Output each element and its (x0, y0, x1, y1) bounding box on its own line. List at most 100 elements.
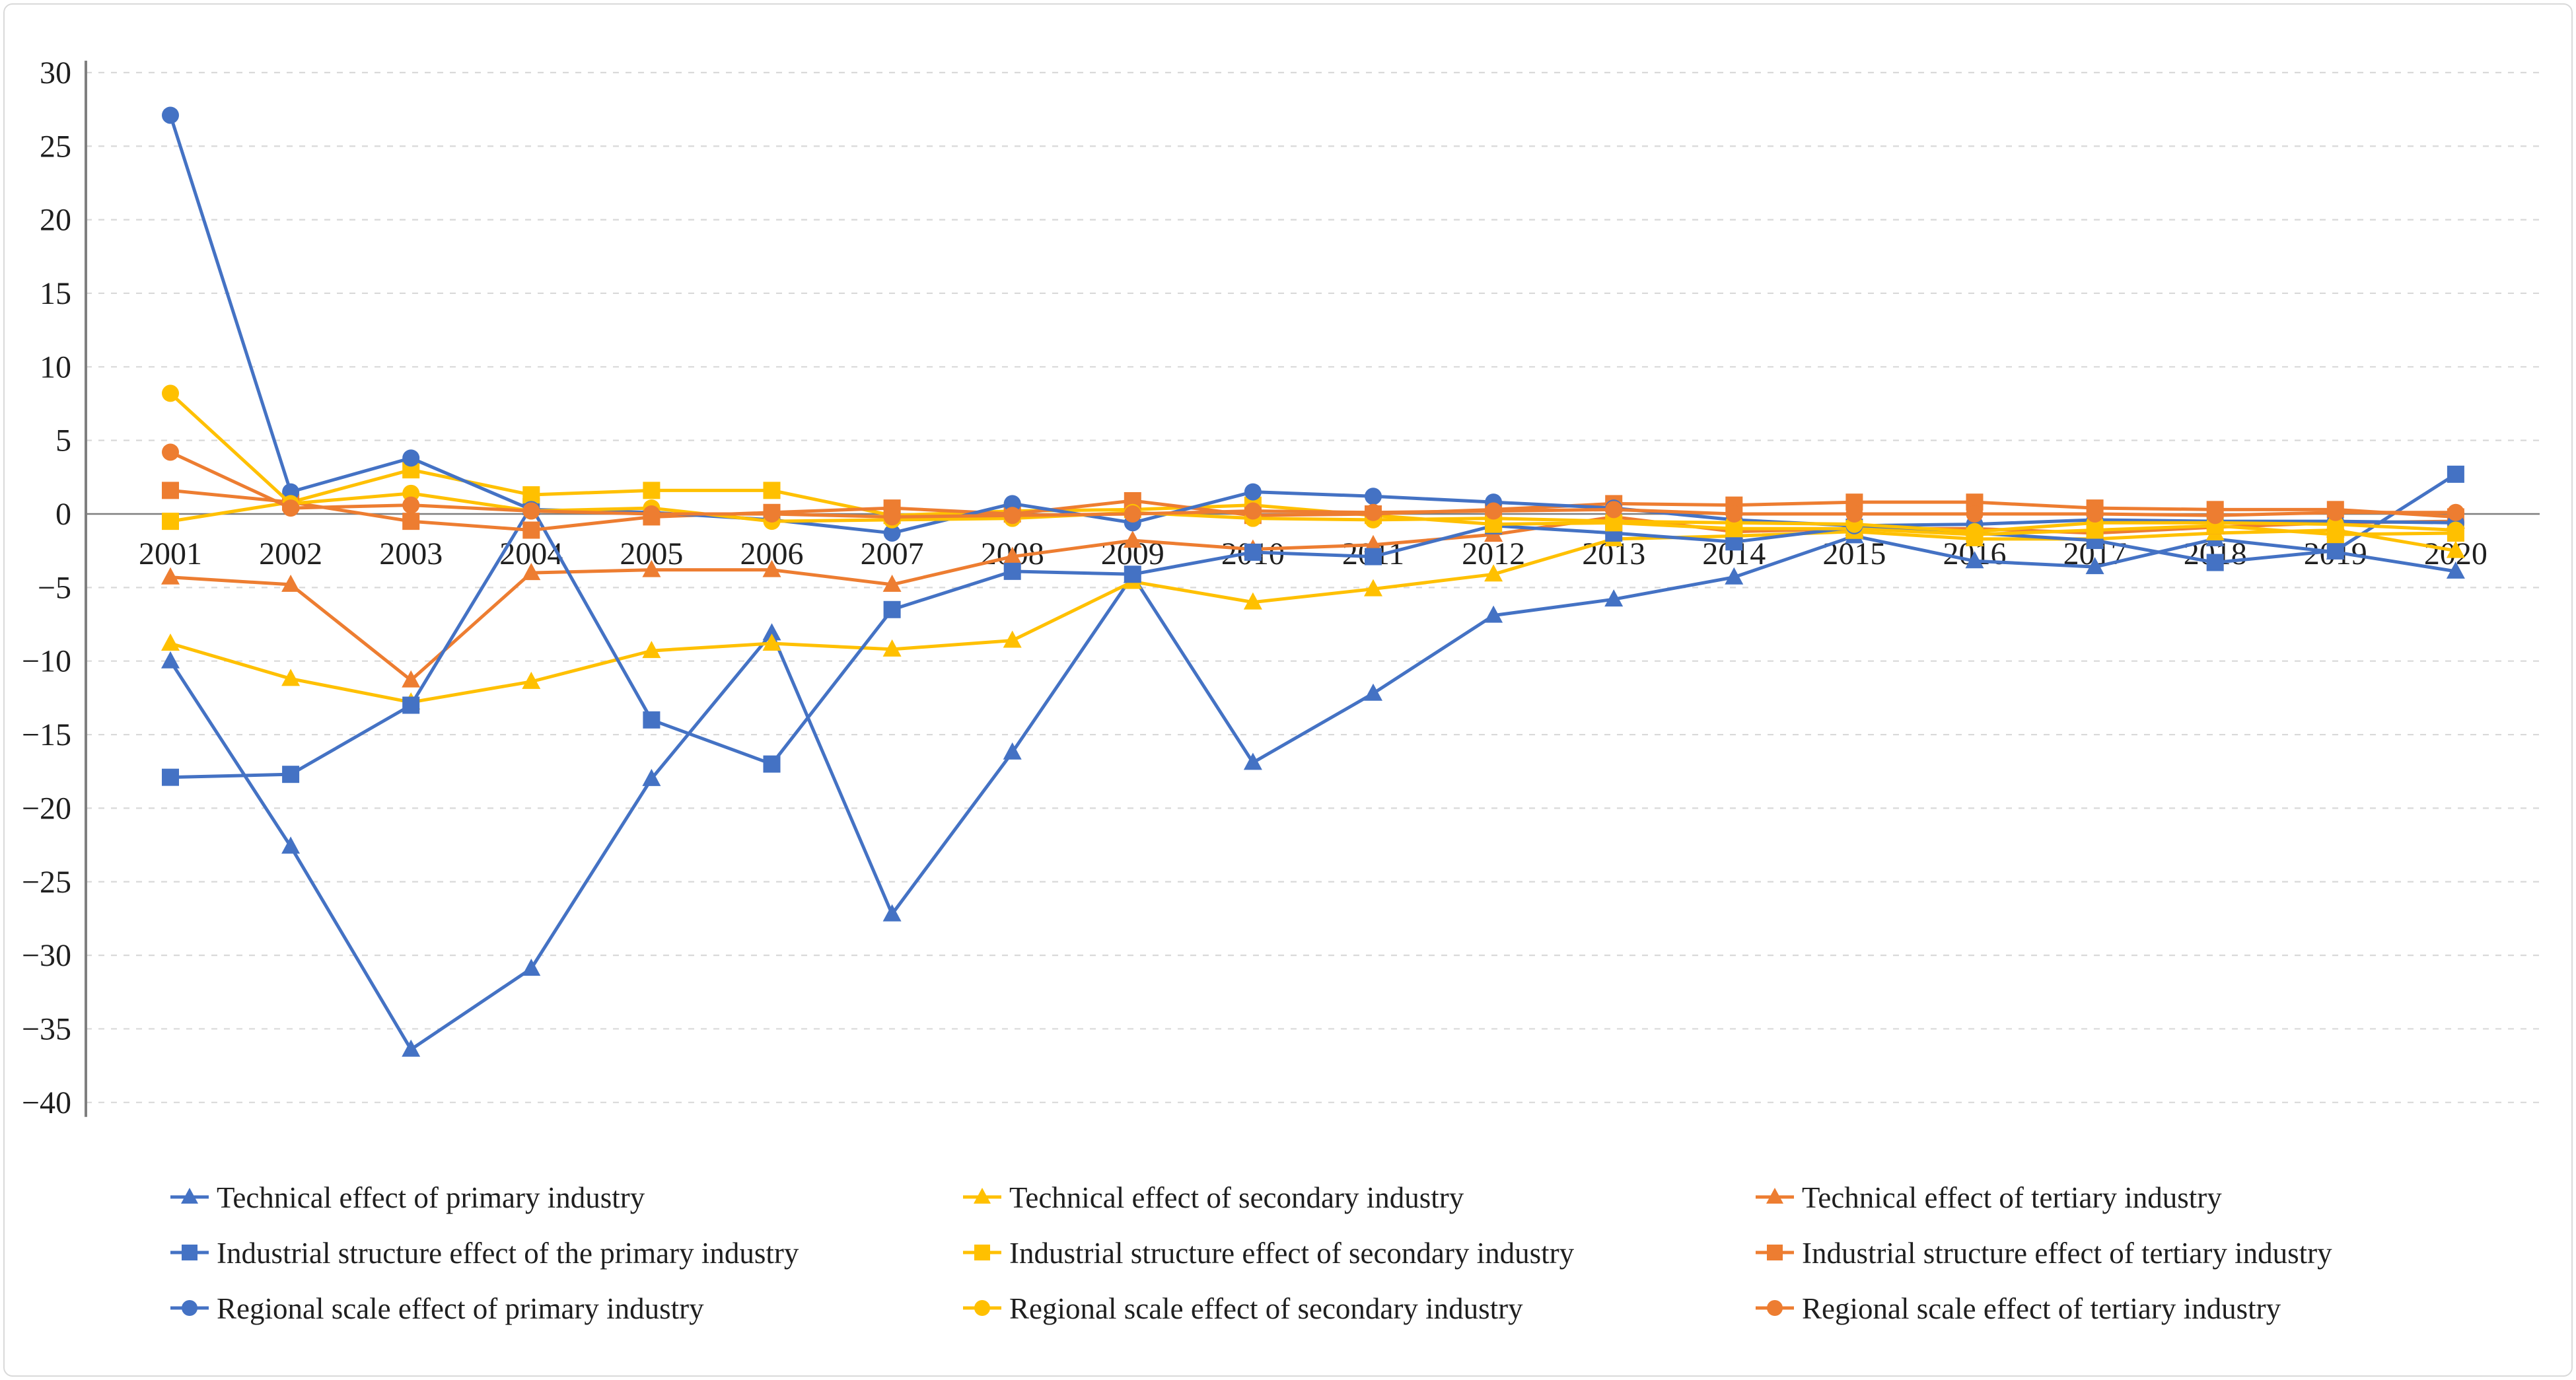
square-marker (643, 711, 661, 729)
circle-marker (2086, 505, 2104, 523)
circle-marker-icon (182, 1300, 197, 1316)
triangle-marker (2446, 540, 2465, 558)
circle-marker (1966, 505, 1984, 523)
series-line (168, 113, 2458, 535)
circle-marker (522, 502, 540, 520)
circle-marker (1124, 505, 1141, 523)
legend-label: Technical effect of tertiary industry (1802, 1181, 2222, 1214)
triangle-marker (762, 623, 781, 641)
series-industrial-structure-effect-of-secondary-industry (162, 461, 2464, 544)
square-marker (2326, 542, 2344, 560)
circle-marker (1365, 488, 1382, 505)
y-axis-label: 0 (55, 497, 71, 532)
y-axis-label: 15 (40, 276, 71, 311)
legend-item: Regional scale effect of secondary indus… (963, 1292, 1523, 1325)
square-marker (1365, 548, 1382, 565)
triangle-marker (522, 563, 541, 581)
square-marker (1124, 565, 1141, 583)
square-marker (2206, 554, 2224, 571)
x-axis-label: 2002 (259, 536, 322, 571)
triangle-marker (1243, 592, 1262, 610)
triangle-marker (161, 651, 180, 669)
circle-marker (1966, 523, 1984, 540)
triangle-marker (1364, 683, 1382, 701)
triangle-marker (522, 671, 541, 689)
legend-item: Industrial structure effect of secondary… (963, 1237, 1575, 1270)
circle-marker (402, 496, 420, 514)
legend-label: Industrial structure effect of the prima… (217, 1237, 799, 1270)
triangle-marker (402, 670, 421, 688)
legend-item: Industrial structure effect of the prima… (170, 1237, 799, 1270)
circle-marker (1003, 507, 1021, 525)
triangle-marker (762, 560, 781, 577)
circle-marker (162, 384, 179, 402)
series-line (168, 450, 2458, 519)
y-axis-label: 10 (40, 349, 71, 384)
circle-marker (282, 499, 300, 517)
y-axis-label: 25 (40, 129, 71, 164)
y-axis-label: −15 (22, 717, 71, 752)
legend-label: Technical effect of secondary industry (1009, 1181, 1464, 1214)
triangle-marker (642, 560, 661, 577)
circle-marker (2206, 507, 2224, 525)
series-regional-scale-effect-of-tertiary-industry (162, 443, 2464, 526)
legend-label: Technical effect of primary industry (217, 1181, 645, 1214)
square-marker (522, 521, 540, 539)
triangle-marker-icon (1766, 1188, 1783, 1204)
square-marker (1244, 543, 1262, 561)
x-axis-label: 2007 (861, 536, 924, 571)
legend-item: Regional scale effect of tertiary indust… (1756, 1292, 2281, 1325)
triangle-marker (882, 904, 902, 922)
circle-marker (1605, 513, 1623, 530)
circle-marker (643, 505, 661, 523)
x-axis-label: 2001 (139, 536, 202, 571)
series-line (168, 472, 2458, 780)
square-marker-icon (182, 1245, 197, 1260)
circle-marker (1003, 495, 1021, 513)
triangle-marker (642, 768, 661, 786)
y-axis-label: 5 (55, 423, 71, 458)
triangle-marker (882, 574, 902, 592)
legend-label: Regional scale effect of primary industr… (217, 1292, 704, 1325)
triangle-marker (1123, 530, 1142, 548)
square-marker (2447, 465, 2464, 483)
series-technical-effect-of-primary-industry (161, 526, 2465, 1057)
square-marker (763, 482, 781, 499)
triangle-marker (2446, 561, 2465, 579)
series-line (168, 534, 2458, 1052)
triangle-marker (1003, 630, 1022, 648)
circle-marker (402, 484, 420, 502)
y-axis-label: −35 (22, 1011, 71, 1046)
triangle-marker (281, 574, 301, 592)
circle-marker (162, 106, 179, 124)
circle-marker (162, 443, 179, 461)
legend-item: Industrial structure effect of tertiary … (1756, 1237, 2332, 1270)
y-axis-label: −30 (22, 938, 71, 973)
triangle-marker (1965, 551, 1984, 569)
series-regional-scale-effect-of-secondary-industry (162, 384, 2464, 540)
triangle-marker (1484, 564, 1503, 582)
square-marker (402, 513, 420, 530)
circle-marker (1725, 505, 1743, 523)
circle-marker (883, 524, 901, 542)
y-axis-label: 30 (40, 55, 71, 91)
circle-marker-icon (974, 1300, 990, 1316)
triangle-marker (522, 959, 541, 976)
square-marker (162, 482, 179, 499)
square-marker (1003, 562, 1021, 580)
triangle-marker (1364, 579, 1382, 597)
circle-marker (402, 449, 420, 467)
triangle-marker (1003, 546, 1022, 564)
triangle-marker (762, 633, 781, 651)
triangle-marker (161, 567, 180, 585)
circle-marker (2326, 503, 2344, 521)
series-line (168, 488, 2458, 532)
triangle-marker (1725, 567, 1744, 585)
circle-marker (1605, 501, 1623, 519)
square-marker (643, 482, 661, 499)
circle-marker (883, 508, 901, 526)
y-axis-label: −25 (22, 865, 71, 900)
legend-item: Technical effect of secondary industry (963, 1181, 1464, 1214)
